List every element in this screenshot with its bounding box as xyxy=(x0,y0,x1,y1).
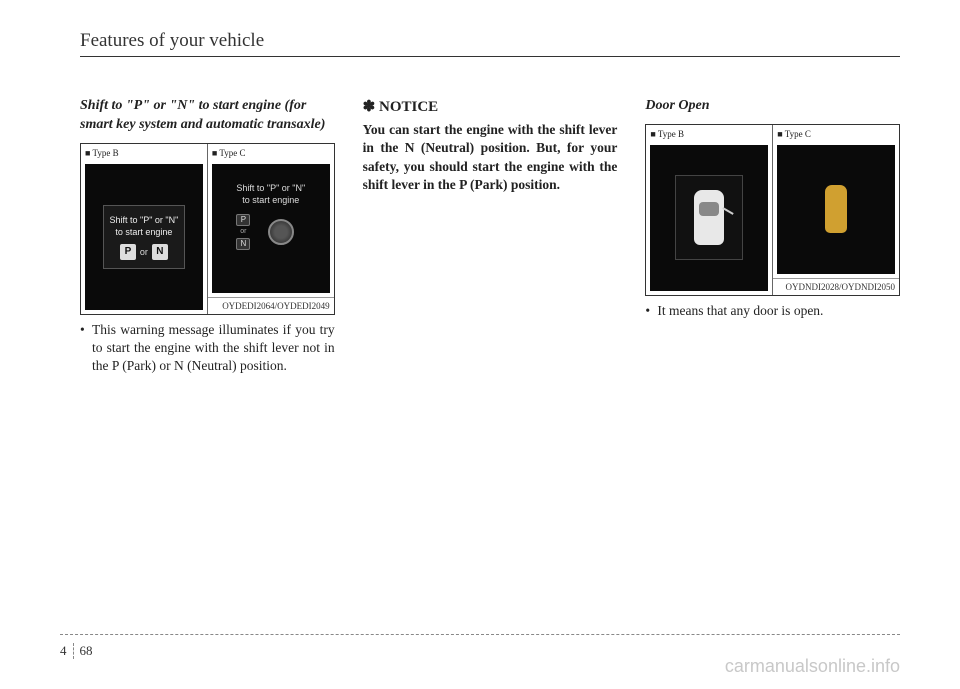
figure-door: ■ Type B ■ Type C OYDNDI2028/OYDNDI2050 xyxy=(645,124,900,296)
chapter-number: 4 xyxy=(60,643,74,659)
display-message-b: Shift to "P" or "N" to start engine P or… xyxy=(103,205,186,269)
shift-bullet-text: This warning message illuminates if you … xyxy=(92,321,335,376)
door-type-c-label: ■ Type C xyxy=(773,125,899,143)
or-small: or xyxy=(240,227,246,236)
display-panel-c: Shift to "P" or "N" to start engine P or… xyxy=(212,164,330,293)
section-header: Features of your vehicle xyxy=(80,30,900,57)
shift-heading: Shift to "P" or "N" to start engine (for… xyxy=(80,97,335,135)
figure-door-type-c: ■ Type C OYDNDI2028/OYDNDI2050 xyxy=(772,125,899,295)
start-button-icon xyxy=(268,219,294,245)
bullet-mark: • xyxy=(645,302,657,320)
n-indicator: N xyxy=(152,244,168,260)
notice-label: NOTICE xyxy=(379,99,438,115)
page-number: 4 68 xyxy=(60,643,93,659)
watermark: carmanualsonline.info xyxy=(725,656,900,677)
door-open-heading: Door Open xyxy=(645,97,900,116)
type-c-label: ■ Type C xyxy=(208,144,334,162)
display-message-c: Shift to "P" or "N" to start engine P or… xyxy=(236,182,305,250)
notice-body: You can start the engine with the shift … xyxy=(363,121,618,194)
type-b-label: ■ Type B xyxy=(81,144,207,162)
bullet-mark: • xyxy=(80,321,92,376)
car-icon-c xyxy=(825,185,847,233)
door-panel-b xyxy=(650,145,768,291)
pn-stack: P or N xyxy=(236,214,250,249)
display-b-line2: to start engine xyxy=(110,226,179,238)
figure-shift-type-c: ■ Type C Shift to "P" or "N" to start en… xyxy=(207,144,334,314)
column-2: ✽ NOTICE You can start the engine with t… xyxy=(363,97,618,375)
car-open-door-icon xyxy=(694,190,724,245)
footer-rule xyxy=(60,634,900,639)
p-small: P xyxy=(236,214,250,226)
notice-mark: ✽ xyxy=(363,99,376,115)
n-small: N xyxy=(236,238,250,250)
column-3: Door Open ■ Type B ■ Type C OYDNDI202 xyxy=(645,97,900,375)
display-c-line2: to start engine xyxy=(236,194,305,206)
figure-shift: ■ Type B Shift to "P" or "N" to start en… xyxy=(80,143,335,315)
figure-door-caption: OYDNDI2028/OYDNDI2050 xyxy=(773,278,899,295)
figure-shift-type-b: ■ Type B Shift to "P" or "N" to start en… xyxy=(81,144,207,314)
display-c-line1: Shift to "P" or "N" xyxy=(236,182,305,194)
figure-shift-caption: OYDEDI2064/OYDEDI2049 xyxy=(208,297,334,314)
door-panel-c xyxy=(777,145,895,274)
door-bullet: • It means that any door is open. xyxy=(645,302,900,320)
column-1: Shift to "P" or "N" to start engine (for… xyxy=(80,97,335,375)
or-text: or xyxy=(140,246,148,258)
display-panel-b: Shift to "P" or "N" to start engine P or… xyxy=(85,164,203,310)
figure-door-type-b: ■ Type B xyxy=(646,125,772,295)
door-bullet-text: It means that any door is open. xyxy=(657,302,900,320)
page-number-value: 68 xyxy=(80,643,93,659)
pn-row: P or N xyxy=(110,244,179,260)
notice-heading: ✽ NOTICE xyxy=(363,97,618,117)
car-display-b xyxy=(675,175,743,260)
display-b-line1: Shift to "P" or "N" xyxy=(110,214,179,226)
door-type-b-label: ■ Type B xyxy=(646,125,772,143)
shift-bullet: • This warning message illuminates if yo… xyxy=(80,321,335,376)
p-indicator: P xyxy=(120,244,136,260)
